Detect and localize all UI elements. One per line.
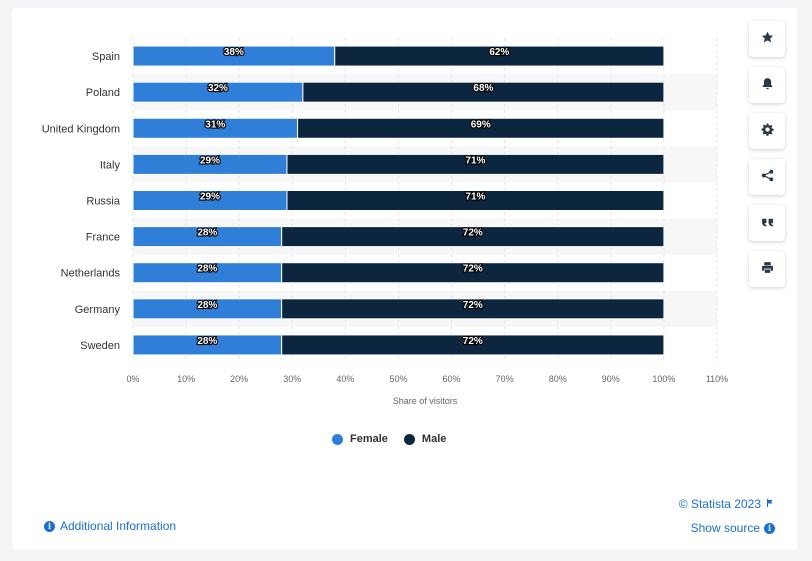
x-tick-label: 50% xyxy=(389,374,407,384)
data-label: 28% xyxy=(197,228,217,239)
gear-icon xyxy=(761,123,774,139)
x-tick-label: 110% xyxy=(706,374,728,384)
category-label: Spain xyxy=(92,51,120,63)
stacked-bar-chart: 0% 10% 20% 30% 40% 50% 60% 70% 80% 90% 100% 110% Sha… xyxy=(42,38,728,406)
data-label: 31% xyxy=(205,119,225,130)
bar-segment-male xyxy=(281,262,665,284)
x-tick-label: 20% xyxy=(230,374,248,384)
legend-item-female[interactable]: Female xyxy=(332,433,388,445)
settings-button[interactable] xyxy=(749,113,785,149)
data-label: 71% xyxy=(465,192,485,203)
x-tick-label: 70% xyxy=(496,374,514,384)
print-icon xyxy=(761,261,774,277)
bar-segment-male xyxy=(286,153,665,175)
x-tick-label: 100% xyxy=(652,374,675,384)
category-label: Italy xyxy=(100,159,121,171)
category-label: Sweden xyxy=(80,340,120,352)
bar-segment-male xyxy=(281,298,665,320)
additional-information-link[interactable]: i Additional Information xyxy=(44,519,176,533)
data-label: 28% xyxy=(197,336,217,347)
share-button[interactable] xyxy=(749,159,785,195)
chart-card: 0% 10% 20% 30% 40% 50% 60% 70% 80% 90% 100% 110% Sha… xyxy=(12,8,797,550)
x-axis-label: Share of visitors xyxy=(393,396,458,406)
data-label: 69% xyxy=(471,119,491,130)
x-tick-label: 90% xyxy=(602,374,620,384)
quote-icon xyxy=(761,215,774,231)
bar-segment-male xyxy=(286,190,665,211)
share-icon xyxy=(761,169,774,185)
data-label: 29% xyxy=(200,192,220,203)
print-button[interactable] xyxy=(749,251,785,287)
data-label: 38% xyxy=(224,47,244,58)
data-label: 29% xyxy=(200,155,220,166)
bell-icon xyxy=(761,77,774,93)
bar-segment-male xyxy=(297,117,665,139)
legend-label-male: Male xyxy=(421,433,447,445)
data-label: 72% xyxy=(463,300,483,311)
legend-dot-female xyxy=(332,433,343,445)
flag-icon xyxy=(765,497,775,511)
credit-text: © Statista 2023 xyxy=(678,497,761,511)
legend-item-male[interactable]: Male xyxy=(403,433,447,445)
legend: Female Male xyxy=(332,433,446,445)
x-tick-label: 30% xyxy=(283,374,301,384)
data-label: 71% xyxy=(465,155,485,166)
show-source-link[interactable]: Show source i xyxy=(691,521,775,535)
x-tick-label: 0% xyxy=(126,374,139,384)
category-label: Poland xyxy=(86,87,120,99)
x-tick-label: 40% xyxy=(336,374,354,384)
category-label: Germany xyxy=(75,304,121,316)
legend-dot-male xyxy=(403,433,415,445)
statista-credit[interactable]: © Statista 2023 xyxy=(679,497,775,511)
info-icon: i xyxy=(764,522,775,534)
legend-label-female: Female xyxy=(350,433,388,445)
category-label: Russia xyxy=(86,196,121,208)
info-icon: i xyxy=(44,520,55,532)
cite-button[interactable] xyxy=(749,205,785,241)
favorite-button[interactable] xyxy=(749,21,785,57)
x-tick-label: 80% xyxy=(549,374,567,384)
data-label: 28% xyxy=(197,264,217,275)
show-source-label: Show source xyxy=(690,521,760,535)
bar-segment-male xyxy=(281,226,665,248)
x-tick-label: 10% xyxy=(177,374,195,384)
data-label: 72% xyxy=(463,264,483,275)
additional-information-label: Additional Information xyxy=(60,519,177,533)
x-tick-label: 60% xyxy=(443,374,461,384)
bar-segment-male xyxy=(302,81,665,103)
data-label: 32% xyxy=(208,83,228,94)
data-label: 68% xyxy=(473,83,493,94)
notification-button[interactable] xyxy=(749,67,785,103)
data-label: 72% xyxy=(463,336,483,347)
side-toolbar xyxy=(749,21,785,297)
category-label: Netherlands xyxy=(61,268,121,280)
bar-segment-male xyxy=(334,45,665,67)
data-label: 28% xyxy=(197,300,217,311)
category-label: France xyxy=(86,232,120,244)
star-icon xyxy=(761,31,774,47)
category-label: United Kingdom xyxy=(42,123,120,135)
data-label: 72% xyxy=(463,228,483,239)
bar-segment-male xyxy=(281,334,665,356)
data-label: 62% xyxy=(489,47,509,58)
